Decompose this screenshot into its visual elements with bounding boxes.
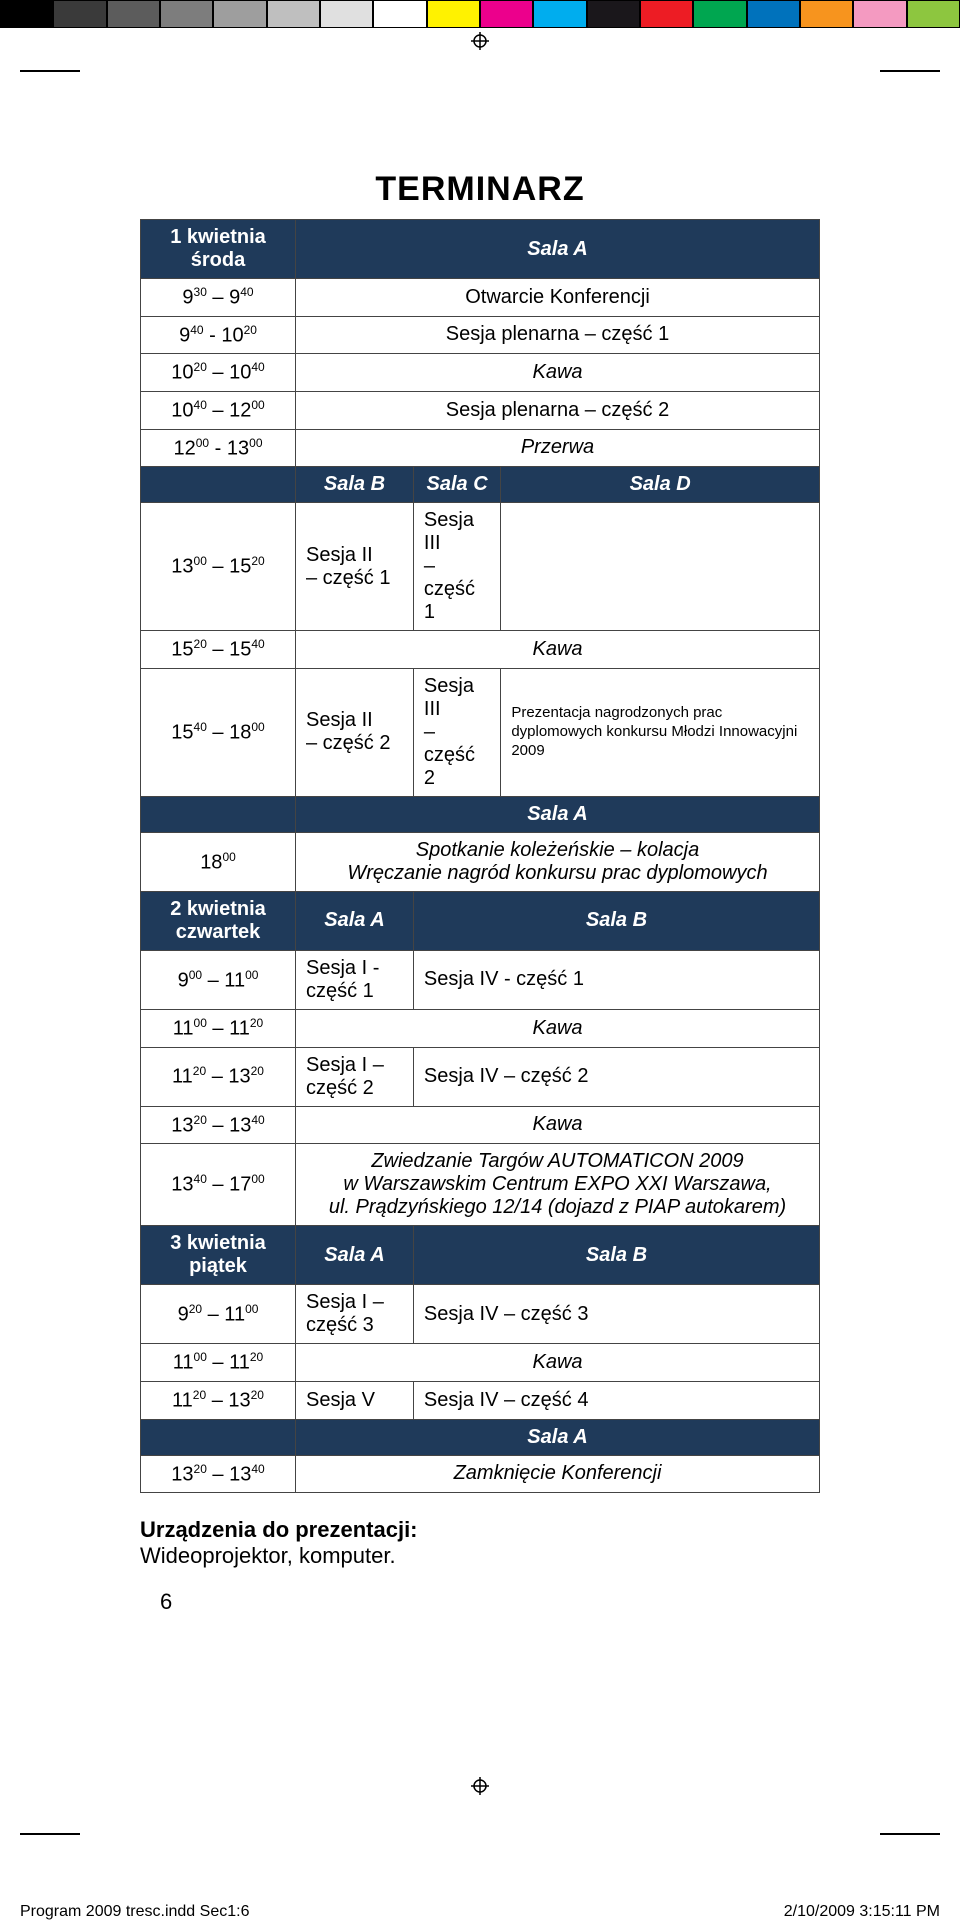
registration-mark-top: [0, 28, 960, 60]
registration-mark-bottom: [0, 1773, 960, 1805]
page-title: TERMINARZ: [140, 170, 820, 209]
footer-file: Program 2009 tresc.indd Sec1:6: [20, 1903, 249, 1921]
footer: Program 2009 tresc.indd Sec1:6 2/10/2009…: [0, 1895, 960, 1929]
day1-sala-a: Sala A: [296, 220, 820, 279]
day3-header: 3 kwietniapiątek: [141, 1226, 296, 1285]
page-content: TERMINARZ 1 kwietniaśroda Sala A 930 – 9…: [140, 170, 820, 1615]
time-cell: 930 – 940: [141, 279, 296, 317]
crop-marks-top: [0, 70, 960, 72]
day2-header: 2 kwietniaczwartek: [141, 891, 296, 950]
day1-header: 1 kwietniaśroda: [141, 220, 296, 279]
schedule-table: 1 kwietniaśroda Sala A 930 – 940Otwarcie…: [140, 219, 820, 1493]
footer-date: 2/10/2009 3:15:11 PM: [784, 1903, 940, 1921]
equipment-note: Urządzenia do prezentacji: Wideoprojekto…: [140, 1517, 820, 1569]
page-number: 6: [140, 1589, 820, 1615]
event-cell: Otwarcie Konferencji: [296, 279, 820, 317]
crop-marks-bottom: [0, 1833, 960, 1835]
color-calibration-bar: [0, 0, 960, 28]
